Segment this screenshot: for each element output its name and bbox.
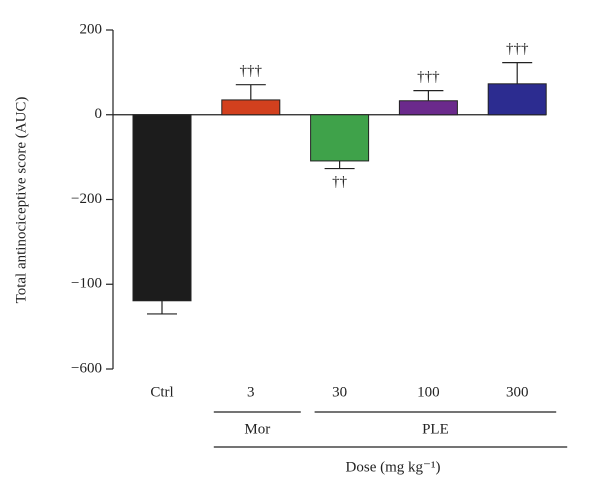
annotation: †† — [332, 174, 348, 190]
x-axis-label: Dose (mg kg⁻¹) — [346, 459, 441, 475]
annotation: ††† — [240, 63, 263, 79]
x-tick-label: 3 — [247, 384, 255, 400]
group-label: PLE — [422, 421, 449, 437]
bar — [132, 114, 192, 302]
x-tick-label: 300 — [506, 384, 529, 400]
y-tick-label: −100 — [71, 276, 102, 292]
x-tick-label: 30 — [332, 384, 347, 400]
group-label: Mor — [244, 421, 270, 437]
bar — [310, 114, 370, 162]
annotation: ††† — [417, 69, 440, 85]
y-tick-label: −600 — [71, 360, 102, 376]
annotation: ††† — [506, 41, 529, 57]
y-axis-label: Total antinociceptive score (AUC) — [13, 97, 29, 304]
x-tick-label: Ctrl — [150, 384, 173, 400]
bar — [398, 100, 458, 116]
y-tick-label: 0 — [95, 106, 103, 122]
y-tick-label: −200 — [71, 191, 102, 207]
bar — [221, 99, 281, 116]
bar — [487, 83, 547, 116]
y-tick-label: 200 — [80, 21, 103, 37]
x-tick-label: 100 — [417, 384, 440, 400]
